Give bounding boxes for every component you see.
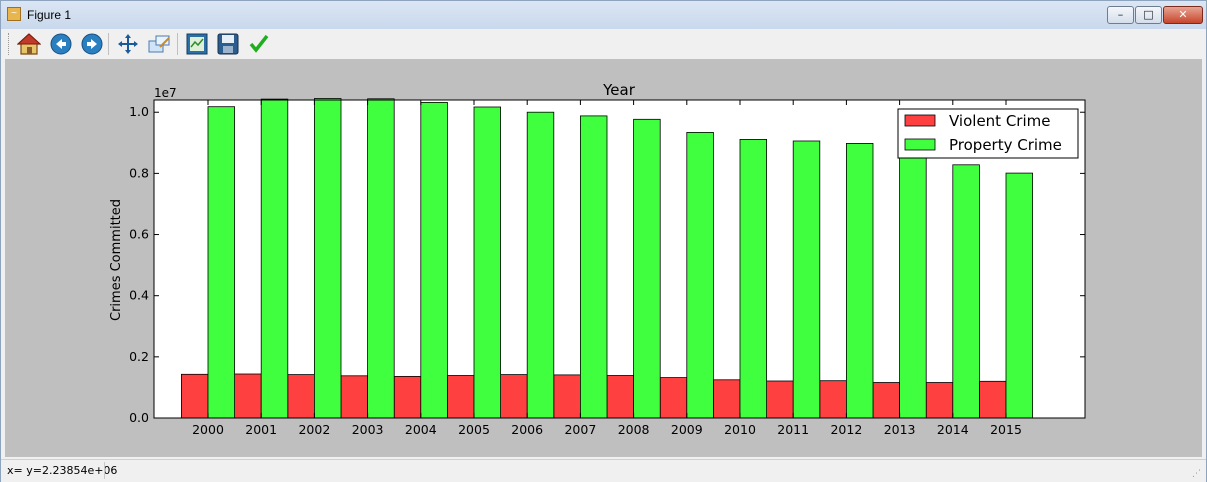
legend: Violent Crime Property Crime [897,108,1079,159]
x-tick-label: 2006 [511,422,543,437]
bar-property-2011 [792,140,821,419]
y-tick-label: 0.4 [129,288,149,303]
bar-violent-2004 [393,375,422,419]
bar-violent-2001 [234,373,262,419]
subplots-icon [186,33,208,55]
bar-property-2001 [260,98,289,419]
legend-label-property: Property Crime [949,136,1062,154]
bar-property-2010 [739,139,768,419]
y-tick-label: 0.0 [129,410,149,425]
bar-property-2006 [526,111,555,419]
x-tick-label: 2005 [458,422,490,437]
x-tick-label: 2000 [192,422,224,437]
bar-property-2009 [686,132,714,419]
save-icon [217,33,239,55]
plot-frame [153,99,1086,419]
home-button[interactable] [16,32,42,56]
app-icon: ~ [7,7,21,21]
close-button[interactable]: ✕ [1163,6,1203,24]
forward-icon [81,33,103,55]
maximize-button[interactable]: □ [1135,6,1162,24]
toolbar-grip[interactable] [8,33,12,55]
maximize-icon: □ [1143,8,1154,21]
bar-violent-2014 [925,382,954,419]
toolbar-separator [177,33,178,55]
bar-property-2004 [420,102,448,419]
status-bar: x= y=2.23854e+06 ⋰ [1,459,1206,482]
title-bar[interactable]: ~ Figure 1 – □ ✕ [1,1,1206,29]
bar-violent-2000 [180,373,209,419]
subplots-button[interactable] [184,32,210,56]
zoom-button[interactable] [146,32,172,56]
bar-chart[interactable]: Year 1e7 Crimes Committed 2000 2001 2002 20… [5,59,1202,457]
x-tick-label: 2003 [352,422,384,437]
resize-grip[interactable]: ⋰ [1192,469,1201,479]
x-tick-label: 2013 [884,422,916,437]
x-tick-label: 2009 [671,422,703,437]
check-icon [249,34,269,53]
legend-swatch-property [904,138,936,151]
home-icon [17,33,41,55]
bar-property-2015 [1005,172,1034,419]
y-tick-label: 0.2 [129,349,149,364]
y-axis-label: Crimes Committed [109,199,124,321]
status-divider [104,462,105,479]
chart-title: Year [602,81,636,99]
y-tick-label: 0.6 [129,227,149,242]
x-tick-label: 2004 [405,422,437,437]
bar-property-2000 [207,106,236,419]
x-tick-label: 2014 [937,422,969,437]
bar-violent-2012 [819,380,847,419]
navigation-toolbar [5,29,1202,59]
y-tick-label: 1.0 [129,104,149,119]
save-button[interactable] [215,32,241,56]
back-button[interactable] [48,32,74,56]
bar-property-2013 [899,153,927,419]
bar-property-2012 [846,143,874,419]
y-axis-offset-label: 1e7 [154,86,177,100]
window-title: Figure 1 [27,8,72,22]
bar-violent-2015 [979,380,1007,419]
legend-label-violent: Violent Crime [949,112,1050,130]
zoom-icon [148,35,170,53]
bar-violent-2007 [553,374,581,419]
bar-violent-2011 [766,380,794,419]
cursor-coordinates: x= y=2.23854e+06 [7,464,118,477]
bar-property-2007 [580,115,608,419]
x-tick-label: 2008 [618,422,650,437]
minimize-icon: – [1117,8,1124,21]
figure-canvas[interactable]: Year 1e7 Crimes Committed 2000 2001 2002 20… [5,59,1202,457]
x-tick-label: 2002 [298,422,330,437]
bar-violent-2013 [872,382,901,419]
bar-violent-2002 [287,374,315,419]
bar-violent-2005 [446,375,475,419]
minimize-button[interactable]: – [1107,6,1134,24]
bar-property-2014 [952,164,980,419]
x-tick-label: 2001 [245,422,277,437]
bar-property-2002 [313,98,342,419]
bar-violent-2008 [606,375,635,419]
bar-violent-2003 [340,375,369,419]
pan-icon [118,34,138,54]
forward-button[interactable] [79,32,105,56]
bar-violent-2006 [500,374,528,419]
bar-violent-2010 [713,379,741,419]
bar-property-2005 [473,106,502,419]
bar-property-2003 [367,98,395,419]
toolbar-separator [108,33,109,55]
bar-property-2008 [633,118,661,419]
y-tick-label: 0.8 [129,165,149,180]
x-tick-label: 2015 [990,422,1022,437]
apply-button[interactable] [246,32,272,56]
pan-button[interactable] [115,32,141,56]
back-icon [50,33,72,55]
close-icon: ✕ [1178,8,1188,21]
x-tick-label: 2011 [777,422,809,437]
legend-swatch-violent [904,114,936,127]
x-tick-label: 2012 [830,422,862,437]
bar-violent-2009 [659,377,688,419]
x-tick-label: 2007 [564,422,596,437]
x-tick-label: 2010 [724,422,756,437]
